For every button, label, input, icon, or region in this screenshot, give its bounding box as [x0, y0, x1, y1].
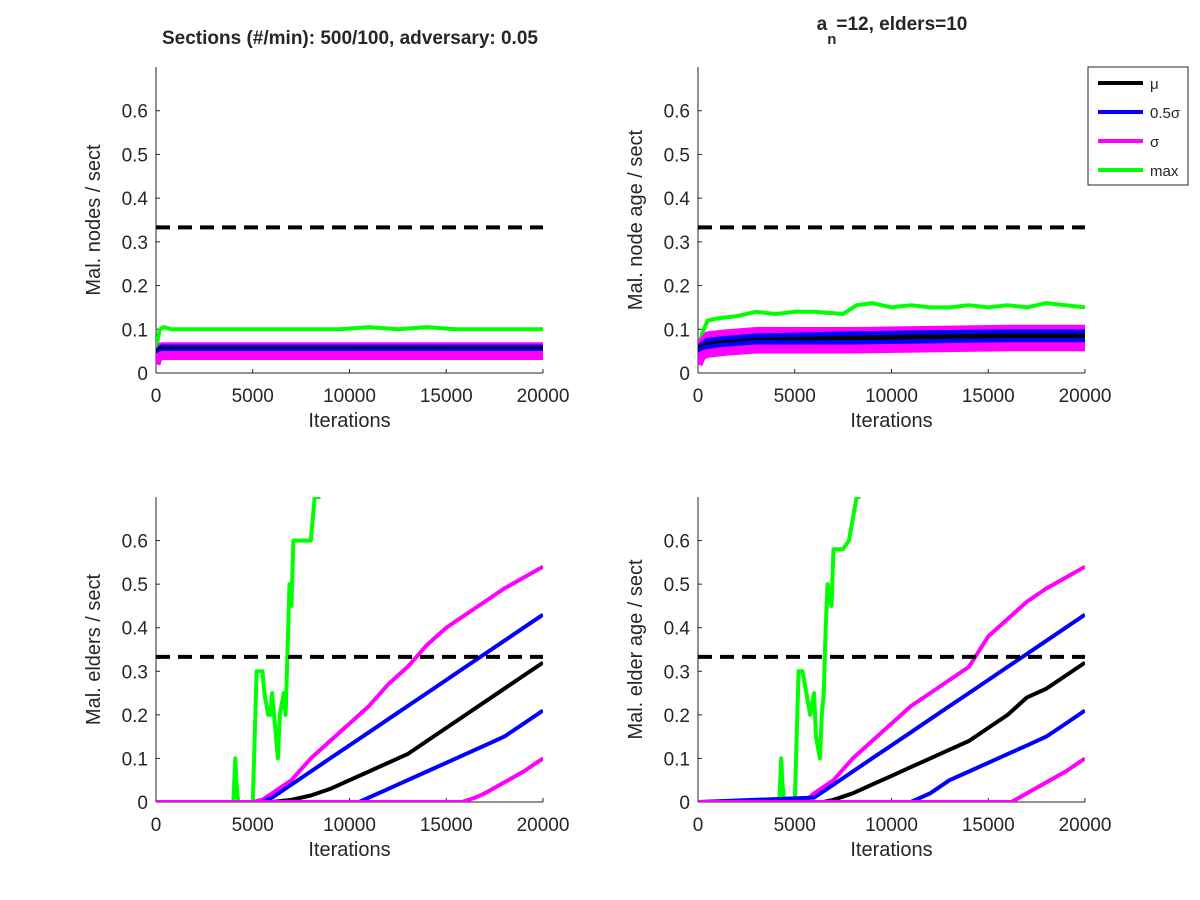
x-tick-label: 20000	[1059, 386, 1112, 407]
series-group	[156, 325, 543, 366]
y-tick-label: 0.6	[664, 102, 690, 123]
series-line-05-4	[698, 708, 1085, 802]
y-tick-label: 0.3	[664, 662, 690, 683]
series-line--5	[698, 756, 1085, 802]
subplot-2: 0 5000 10000 15000 20000 0 0.1 0.2 0.3 0.4 0.5 0.6 I…	[625, 67, 1111, 432]
y-tick-label: 0	[137, 364, 148, 385]
series-line--3	[156, 660, 543, 802]
series-line-max-0	[698, 497, 861, 802]
y-tick-label: 0.6	[664, 532, 690, 553]
y-axis-label: Mal. nodes / sect	[83, 144, 105, 296]
legend: μ 0.5σ σ max	[1087, 66, 1189, 186]
legend-box	[1087, 66, 1189, 186]
y-tick-label: 0.6	[122, 102, 148, 123]
x-tick-label: 0	[693, 386, 704, 407]
series-line--1	[156, 564, 543, 802]
y-tick-label: 0.1	[122, 749, 148, 770]
series-line--5	[156, 351, 543, 366]
x-axis-label: Iterations	[308, 410, 390, 432]
x-tick-label: 0	[151, 386, 162, 407]
y-tick-label: 0	[679, 793, 690, 814]
subplot-4: 0 5000 10000 15000 20000 0 0.1 0.2 0.3 0.4 0.5 0.6 I…	[625, 497, 1111, 861]
x-tick-label: 5000	[232, 815, 274, 836]
x-tick-label: 5000	[232, 386, 274, 407]
series-line--3	[698, 660, 1085, 802]
x-tick-label: 5000	[774, 815, 816, 836]
x-tick-label: 20000	[517, 386, 570, 407]
y-tick-label: 0.2	[664, 277, 690, 298]
y-tick-label: 0.1	[664, 320, 690, 341]
series-group	[698, 301, 1085, 367]
x-tick-label: 10000	[865, 386, 918, 407]
y-axis-label: Mal. node age / sect	[625, 130, 647, 311]
legend-label: μ	[1150, 76, 1159, 93]
figure-title-right-sub: n	[827, 31, 836, 48]
x-tick-label: 20000	[1059, 815, 1112, 836]
x-tick-label: 15000	[420, 386, 473, 407]
x-axis-label: Iterations	[850, 410, 932, 432]
subplot-3: 0 5000 10000 15000 20000 0 0.1 0.2 0.3 0.4 0.5 0.6 I…	[83, 497, 569, 861]
subplot-1: 0 5000 10000 15000 20000 0 0.1 0.2 0.3 0.4 0.5 0.6 I…	[83, 67, 569, 432]
series-group	[698, 497, 1085, 802]
series-line-05-2	[698, 612, 1085, 802]
y-tick-label: 0.5	[122, 575, 148, 596]
series-line-max-0	[156, 497, 321, 802]
y-tick-label: 0.3	[122, 233, 148, 254]
series-line-05-2	[156, 612, 543, 802]
x-tick-label: 15000	[962, 386, 1015, 407]
y-tick-label: 0.4	[122, 619, 149, 640]
series-line-max-0	[698, 301, 1085, 361]
x-tick-label: 5000	[774, 386, 816, 407]
x-tick-label: 15000	[420, 815, 473, 836]
y-axis-label: Mal. elder age / sect	[625, 559, 647, 740]
y-tick-label: 0.2	[664, 706, 690, 727]
y-tick-label: 0.3	[664, 233, 690, 254]
y-tick-label: 0.5	[664, 145, 690, 166]
y-tick-label: 0.6	[122, 532, 148, 553]
figure-title-right-main: a	[817, 14, 828, 35]
y-tick-label: 0.4	[122, 189, 149, 210]
y-tick-label: 0.1	[122, 320, 148, 341]
y-tick-label: 0.4	[664, 189, 691, 210]
legend-label: 0.5σ	[1150, 105, 1181, 122]
legend-label: max	[1150, 163, 1179, 180]
x-tick-label: 20000	[517, 815, 570, 836]
x-tick-label: 0	[693, 815, 704, 836]
y-axis-label: Mal. elders / sect	[83, 573, 105, 725]
x-tick-label: 10000	[865, 815, 918, 836]
y-tick-label: 0.3	[122, 662, 148, 683]
series-line--1	[698, 564, 1085, 802]
series-line--5	[698, 342, 1085, 367]
y-tick-label: 0.5	[122, 145, 148, 166]
legend-label: σ	[1150, 134, 1160, 151]
y-tick-label: 0.1	[664, 749, 690, 770]
series-line-05-4	[156, 708, 543, 802]
x-axis-label: Iterations	[850, 839, 932, 861]
y-tick-label: 0.4	[664, 619, 691, 640]
x-tick-label: 0	[151, 815, 162, 836]
y-tick-label: 0.5	[664, 575, 690, 596]
series-group	[156, 497, 543, 802]
x-tick-label: 15000	[962, 815, 1015, 836]
x-tick-label: 10000	[323, 386, 376, 407]
x-axis-label: Iterations	[308, 839, 390, 861]
figure-title-right-rest: =12, elders=10	[836, 14, 967, 35]
y-tick-label: 0.2	[122, 706, 148, 727]
figure-title-right: an=12, elders=10	[817, 14, 968, 48]
x-tick-label: 10000	[323, 815, 376, 836]
y-tick-label: 0.2	[122, 277, 148, 298]
series-line-max-0	[156, 325, 543, 361]
figure-title-left: Sections (#/min): 500/100, adversary: 0.…	[162, 28, 538, 49]
subplots-group: 0 5000 10000 15000 20000 0 0.1 0.2 0.3 0.4 0.5 0.6 I…	[83, 67, 1111, 861]
y-tick-label: 0	[679, 364, 690, 385]
series-line--5	[156, 756, 543, 802]
y-tick-label: 0	[137, 793, 148, 814]
